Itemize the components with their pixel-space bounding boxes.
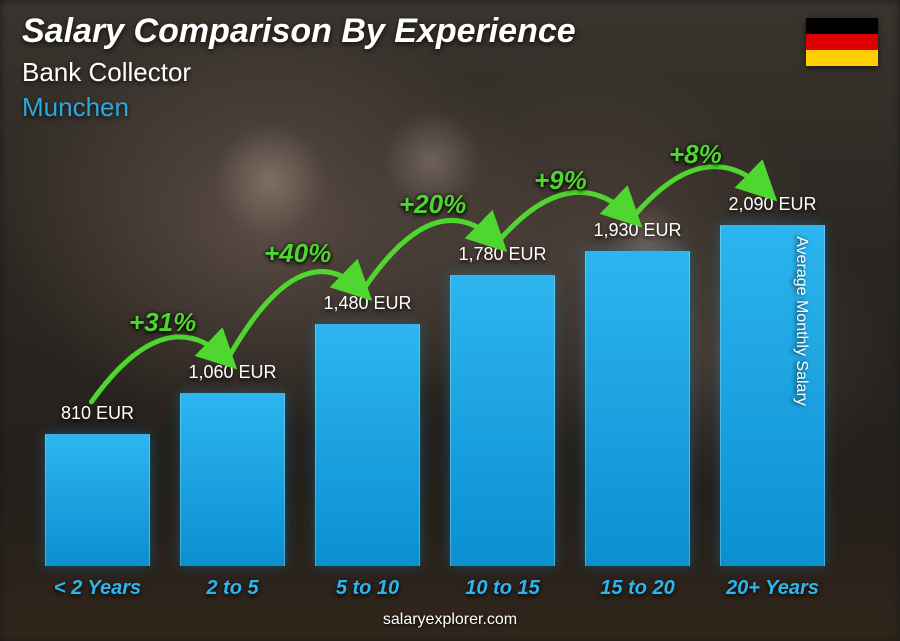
bar-category-label: 5 to 10 xyxy=(336,577,399,600)
bar-category-label: 10 to 15 xyxy=(465,577,539,600)
header: Salary Comparison By Experience Bank Col… xyxy=(22,12,878,123)
y-axis-label: Average Monthly Salary xyxy=(792,236,810,406)
location: Munchen xyxy=(22,92,878,123)
country-flag-icon xyxy=(806,18,878,66)
increase-arc xyxy=(30,150,840,566)
bar-category-label: 2 to 5 xyxy=(206,577,258,600)
flag-stripe-1 xyxy=(806,18,878,34)
job-title: Bank Collector xyxy=(22,57,878,88)
flag-stripe-2 xyxy=(806,34,878,50)
source-attribution: salaryexplorer.com xyxy=(0,611,900,629)
flag-stripe-3 xyxy=(806,50,878,66)
page-title: Salary Comparison By Experience xyxy=(22,12,878,51)
bar-category-label: 15 to 20 xyxy=(600,577,674,600)
bar-category-label: < 2 Years xyxy=(54,577,141,600)
bar-category-label: 20+ Years xyxy=(726,577,819,600)
infographic-container: Salary Comparison By Experience Bank Col… xyxy=(0,0,900,641)
increase-pct-label: +8% xyxy=(669,139,722,170)
bar-chart: 810 EUR< 2 Years1,060 EUR2 to 51,480 EUR… xyxy=(30,150,840,566)
